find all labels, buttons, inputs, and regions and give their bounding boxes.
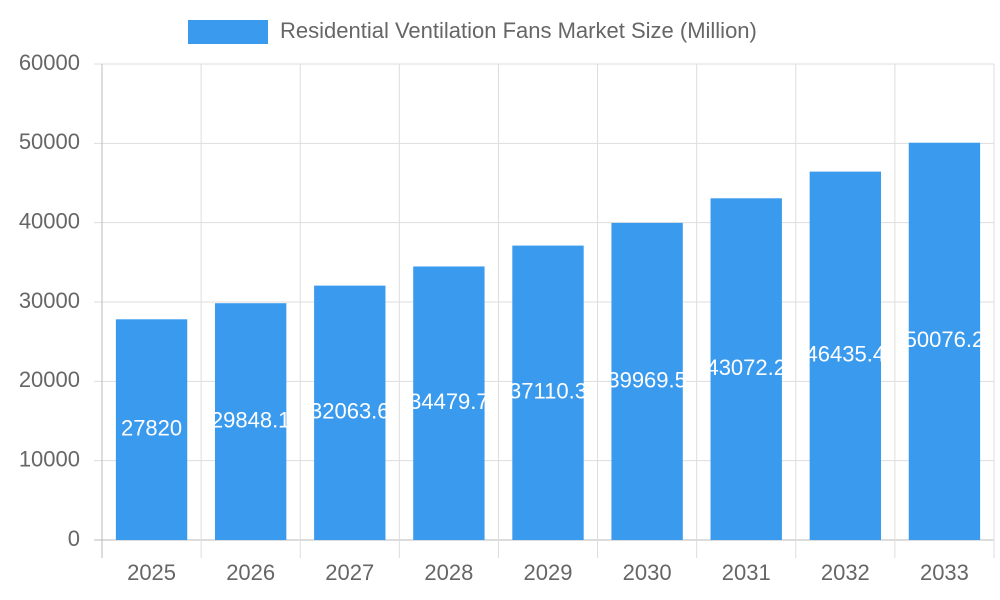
x-tick-label: 2031 [722, 560, 771, 585]
data-label: 46435.4 [806, 342, 886, 367]
y-tick-label: 30000 [19, 288, 80, 313]
bar [314, 285, 386, 540]
y-tick-label: 20000 [19, 367, 80, 392]
bar [710, 198, 782, 540]
bar [611, 222, 683, 540]
bar [413, 266, 485, 540]
y-tick-label: 60000 [19, 50, 80, 75]
x-tick-label: 2025 [127, 560, 176, 585]
data-label: 43072.2 [706, 355, 786, 380]
y-tick-label: 50000 [19, 129, 80, 154]
y-tick-label: 0 [68, 526, 80, 551]
data-label: 27820 [121, 415, 182, 440]
y-tick-label: 40000 [19, 208, 80, 233]
bar [512, 245, 584, 540]
legend-label: Residential Ventilation Fans Market Size… [280, 18, 757, 43]
data-label: 29848.1 [211, 407, 291, 432]
y-tick-label: 10000 [19, 446, 80, 471]
data-label: 37110.3 [509, 379, 587, 404]
data-label: 50076.2 [905, 327, 985, 352]
data-label: 34479.7 [409, 389, 489, 414]
x-tick-label: 2027 [325, 560, 374, 585]
x-tick-label: 2029 [524, 560, 573, 585]
x-tick-label: 2028 [424, 560, 473, 585]
data-label: 32063.6 [310, 399, 390, 424]
bar [809, 171, 882, 540]
x-tick-label: 2026 [226, 560, 275, 585]
bar [115, 319, 188, 540]
data-label: 39969.5 [607, 367, 687, 392]
x-tick-label: 2030 [623, 560, 672, 585]
legend-swatch [188, 20, 268, 44]
bar [214, 303, 287, 540]
x-tick-label: 2033 [920, 560, 969, 585]
x-tick-label: 2032 [821, 560, 870, 585]
bar [908, 142, 981, 540]
